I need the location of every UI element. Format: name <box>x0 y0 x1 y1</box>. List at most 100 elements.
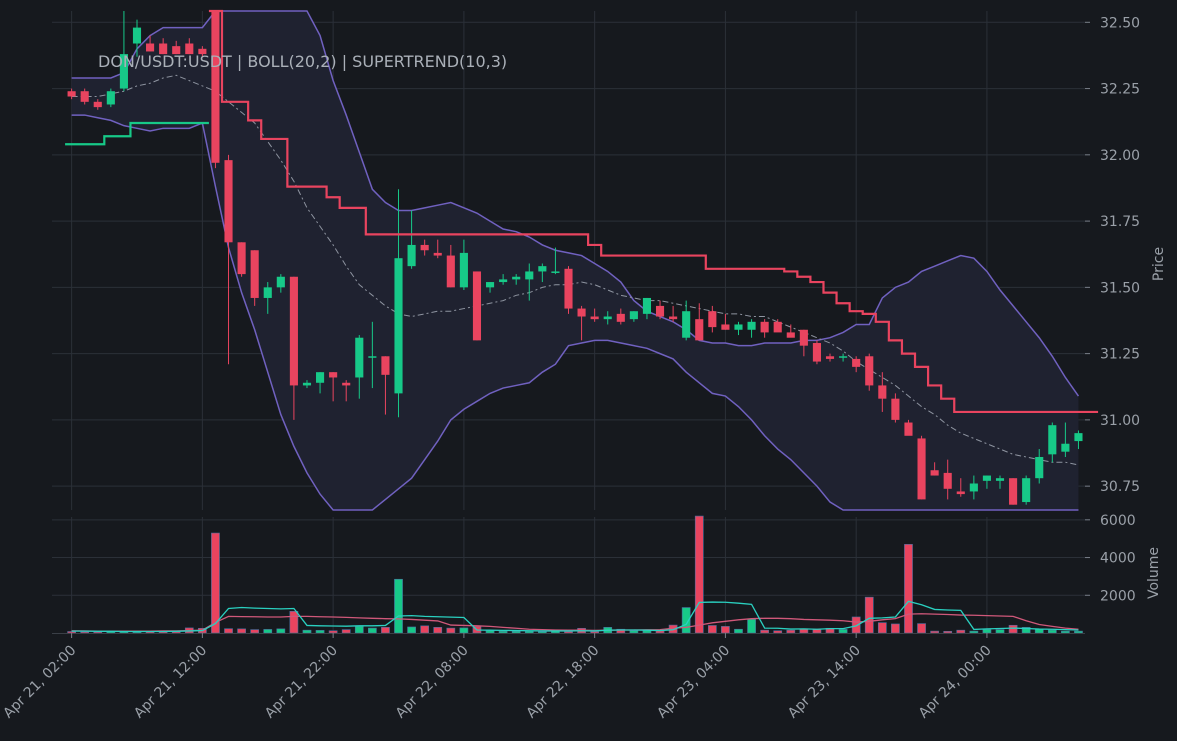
price-tick-label: 32.25 <box>1100 82 1140 98</box>
candle <box>825 353 835 362</box>
volume-bar <box>734 628 743 634</box>
volume-tick-label: 6000 <box>1100 513 1136 529</box>
candle <box>642 297 652 320</box>
candle <box>302 380 312 389</box>
candle-body <box>747 321 756 330</box>
volume-bar <box>1061 630 1070 634</box>
candle-body <box>1048 425 1057 455</box>
candle-body <box>185 43 194 55</box>
candle-body <box>708 311 717 328</box>
volume-bar <box>93 631 103 634</box>
volume-bar <box>524 631 534 634</box>
volume-bar <box>760 629 769 634</box>
candle-body <box>80 91 89 102</box>
candle-body <box>1022 478 1031 503</box>
candle-body <box>839 356 848 358</box>
candle-body <box>198 48 207 55</box>
candle <box>930 462 939 476</box>
candle-body <box>669 316 678 320</box>
candle <box>1035 449 1044 484</box>
candle-body <box>590 316 599 320</box>
volume-bar <box>537 631 547 634</box>
volume-bar <box>276 628 286 634</box>
candle-body <box>734 324 743 330</box>
candle-body <box>995 478 1005 481</box>
candle-body <box>263 287 272 298</box>
price-tick-label: 31.75 <box>1100 214 1140 230</box>
candle <box>316 372 325 394</box>
candle <box>485 282 495 293</box>
volume-bar <box>1047 629 1057 634</box>
supertrend-down-line <box>208 9 1099 414</box>
volume-bar <box>1074 630 1083 634</box>
price-tick-label: 30.75 <box>1100 479 1140 495</box>
candle-body <box>799 329 808 346</box>
volume-bar <box>328 630 338 634</box>
candle-body <box>629 311 638 320</box>
candle-body <box>316 372 325 383</box>
candle-body <box>224 160 233 243</box>
candle-body <box>368 356 377 358</box>
bollinger-bands <box>71 10 1080 511</box>
candle-body <box>159 43 168 55</box>
price-tick-label: 32.00 <box>1100 148 1140 164</box>
candle <box>394 189 403 418</box>
supertrend-up-line <box>65 121 209 146</box>
candle <box>995 475 1005 489</box>
candle-body <box>394 258 403 394</box>
candle-body <box>355 337 364 378</box>
candle-body <box>1009 478 1018 505</box>
candle <box>956 478 965 497</box>
candle-body <box>551 271 560 273</box>
candle <box>211 11 220 169</box>
candle <box>525 263 534 301</box>
candle <box>982 475 991 489</box>
volume-bar <box>420 625 430 634</box>
candle <box>773 319 782 333</box>
candle <box>1048 422 1057 463</box>
volume-bar <box>80 631 90 634</box>
candle-body <box>878 385 887 399</box>
volume-bar <box>851 616 861 634</box>
candle-body <box>459 252 468 288</box>
volume-bar <box>786 629 796 634</box>
volume-bar <box>590 631 600 634</box>
candle-body <box>760 321 769 333</box>
candle-body <box>825 356 835 359</box>
volume-bar <box>485 630 495 634</box>
candle <box>159 38 168 55</box>
candle-body <box>891 398 900 420</box>
candle-body <box>865 356 874 386</box>
candle <box>276 274 285 293</box>
candle-body <box>917 438 926 500</box>
candle <box>106 88 115 108</box>
candle-body <box>982 475 991 481</box>
candle <box>917 435 926 500</box>
candle-body <box>67 91 76 97</box>
candle <box>250 250 259 306</box>
volume-bar <box>302 629 312 634</box>
candle-body <box>1061 443 1070 452</box>
candle-body <box>433 252 442 256</box>
candle <box>629 311 638 322</box>
candle-body <box>904 422 913 436</box>
volume-bar <box>564 631 573 634</box>
candle-body <box>969 483 978 492</box>
candle <box>289 276 298 420</box>
candle <box>669 305 678 322</box>
candle-body <box>682 311 691 338</box>
bollinger-band-fill <box>71 11 1079 510</box>
candle-body <box>302 382 312 386</box>
candle <box>1061 422 1070 457</box>
candle <box>420 239 429 256</box>
candle-body <box>721 324 730 330</box>
volume-bar <box>943 631 953 634</box>
candle-body <box>420 244 429 251</box>
candle <box>603 311 612 325</box>
supertrend-lines <box>65 9 1099 414</box>
candle <box>721 313 730 330</box>
candle <box>407 210 416 269</box>
volume-bar <box>642 630 652 634</box>
chart-title: DON/USDT:USDT | BOLL(20,2) | SUPERTREND(… <box>98 52 507 71</box>
